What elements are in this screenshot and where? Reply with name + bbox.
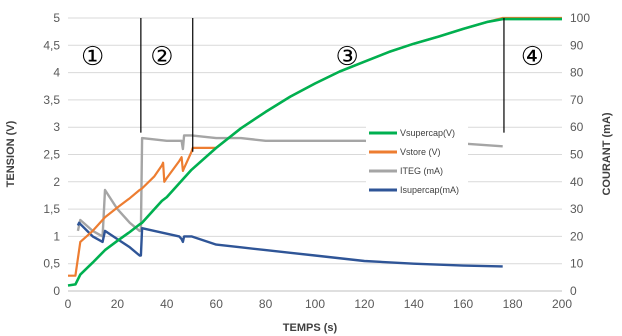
- y-tick-label: 4: [53, 66, 60, 80]
- x-tick-label: 140: [404, 297, 424, 311]
- y2-tick-label: 50: [570, 148, 584, 162]
- x-tick-label: 60: [210, 297, 224, 311]
- y2-tick-label: 70: [570, 93, 584, 107]
- legend-label: ITEG (mA): [400, 166, 443, 176]
- x-tick-label: 180: [503, 297, 523, 311]
- x-tick-label: 40: [160, 297, 174, 311]
- phase-markers: ① ② ③ ④: [81, 18, 544, 152]
- x-tick-label: 200: [552, 297, 572, 311]
- phase-label: ②: [150, 42, 173, 72]
- phase-label: ③: [335, 42, 358, 72]
- legend-item: Vsupercap(V): [369, 128, 455, 138]
- legend-label: Isupercap(mA): [400, 185, 459, 195]
- y-axis-title: TENSION (V): [5, 120, 17, 187]
- phase-label: ④: [521, 42, 544, 72]
- y2-tick-label: 30: [570, 202, 584, 216]
- y-tick-label: 0,5: [43, 257, 60, 271]
- x-tick-label: 160: [453, 297, 473, 311]
- y-tick-label: 3: [53, 120, 60, 134]
- legend-item: ITEG (mA): [369, 166, 443, 176]
- y2-tick-label: 90: [570, 38, 584, 52]
- y-tick-label: 3,5: [43, 93, 60, 107]
- y2-tick-label: 10: [570, 257, 584, 271]
- y-tick-label: 1,5: [43, 202, 60, 216]
- y-tick-label: 2: [53, 175, 60, 189]
- legend-background: [366, 124, 468, 200]
- y2-tick-label: 0: [570, 284, 577, 298]
- y2-tick-label: 80: [570, 66, 584, 80]
- legend-item: Vstore (V): [369, 147, 441, 157]
- chart-series: [67, 16, 562, 287]
- legend: Vsupercap(V) Vstore (V) ITEG (mA) Isuper…: [366, 124, 468, 200]
- y-tick-label: 2,5: [43, 148, 60, 162]
- series-line: [76, 134, 503, 238]
- x-axis-title: TEMPS (s): [283, 322, 338, 334]
- y-tick-label: 5: [53, 11, 60, 25]
- y2-tick-label: 60: [570, 120, 584, 134]
- y-tick-label: 1: [53, 229, 60, 243]
- x-tick-label: 120: [354, 297, 374, 311]
- y2-tick-label: 20: [570, 229, 584, 243]
- x-tick-label: 100: [305, 297, 325, 311]
- y2-tick-label: 100: [570, 11, 590, 25]
- y-tick-label: 4,5: [43, 38, 60, 52]
- legend-label: Vstore (V): [400, 147, 441, 157]
- grid-lines: [68, 17, 562, 292]
- phase-label: ①: [81, 42, 104, 72]
- series-line: [76, 221, 503, 268]
- x-tick-label: 80: [259, 297, 273, 311]
- series-line: [67, 17, 562, 287]
- y-tick-label: 0: [53, 284, 60, 298]
- legend-item: Isupercap(mA): [369, 185, 459, 195]
- y2-axis-title: COURANT (mA): [601, 112, 613, 195]
- x-tick-label: 0: [65, 297, 72, 311]
- x-tick-label: 20: [111, 297, 125, 311]
- legend-label: Vsupercap(V): [400, 128, 455, 138]
- axis-ticks: 00,511,522,533,544,550102030405060708090…: [43, 11, 590, 311]
- y2-tick-label: 40: [570, 175, 584, 189]
